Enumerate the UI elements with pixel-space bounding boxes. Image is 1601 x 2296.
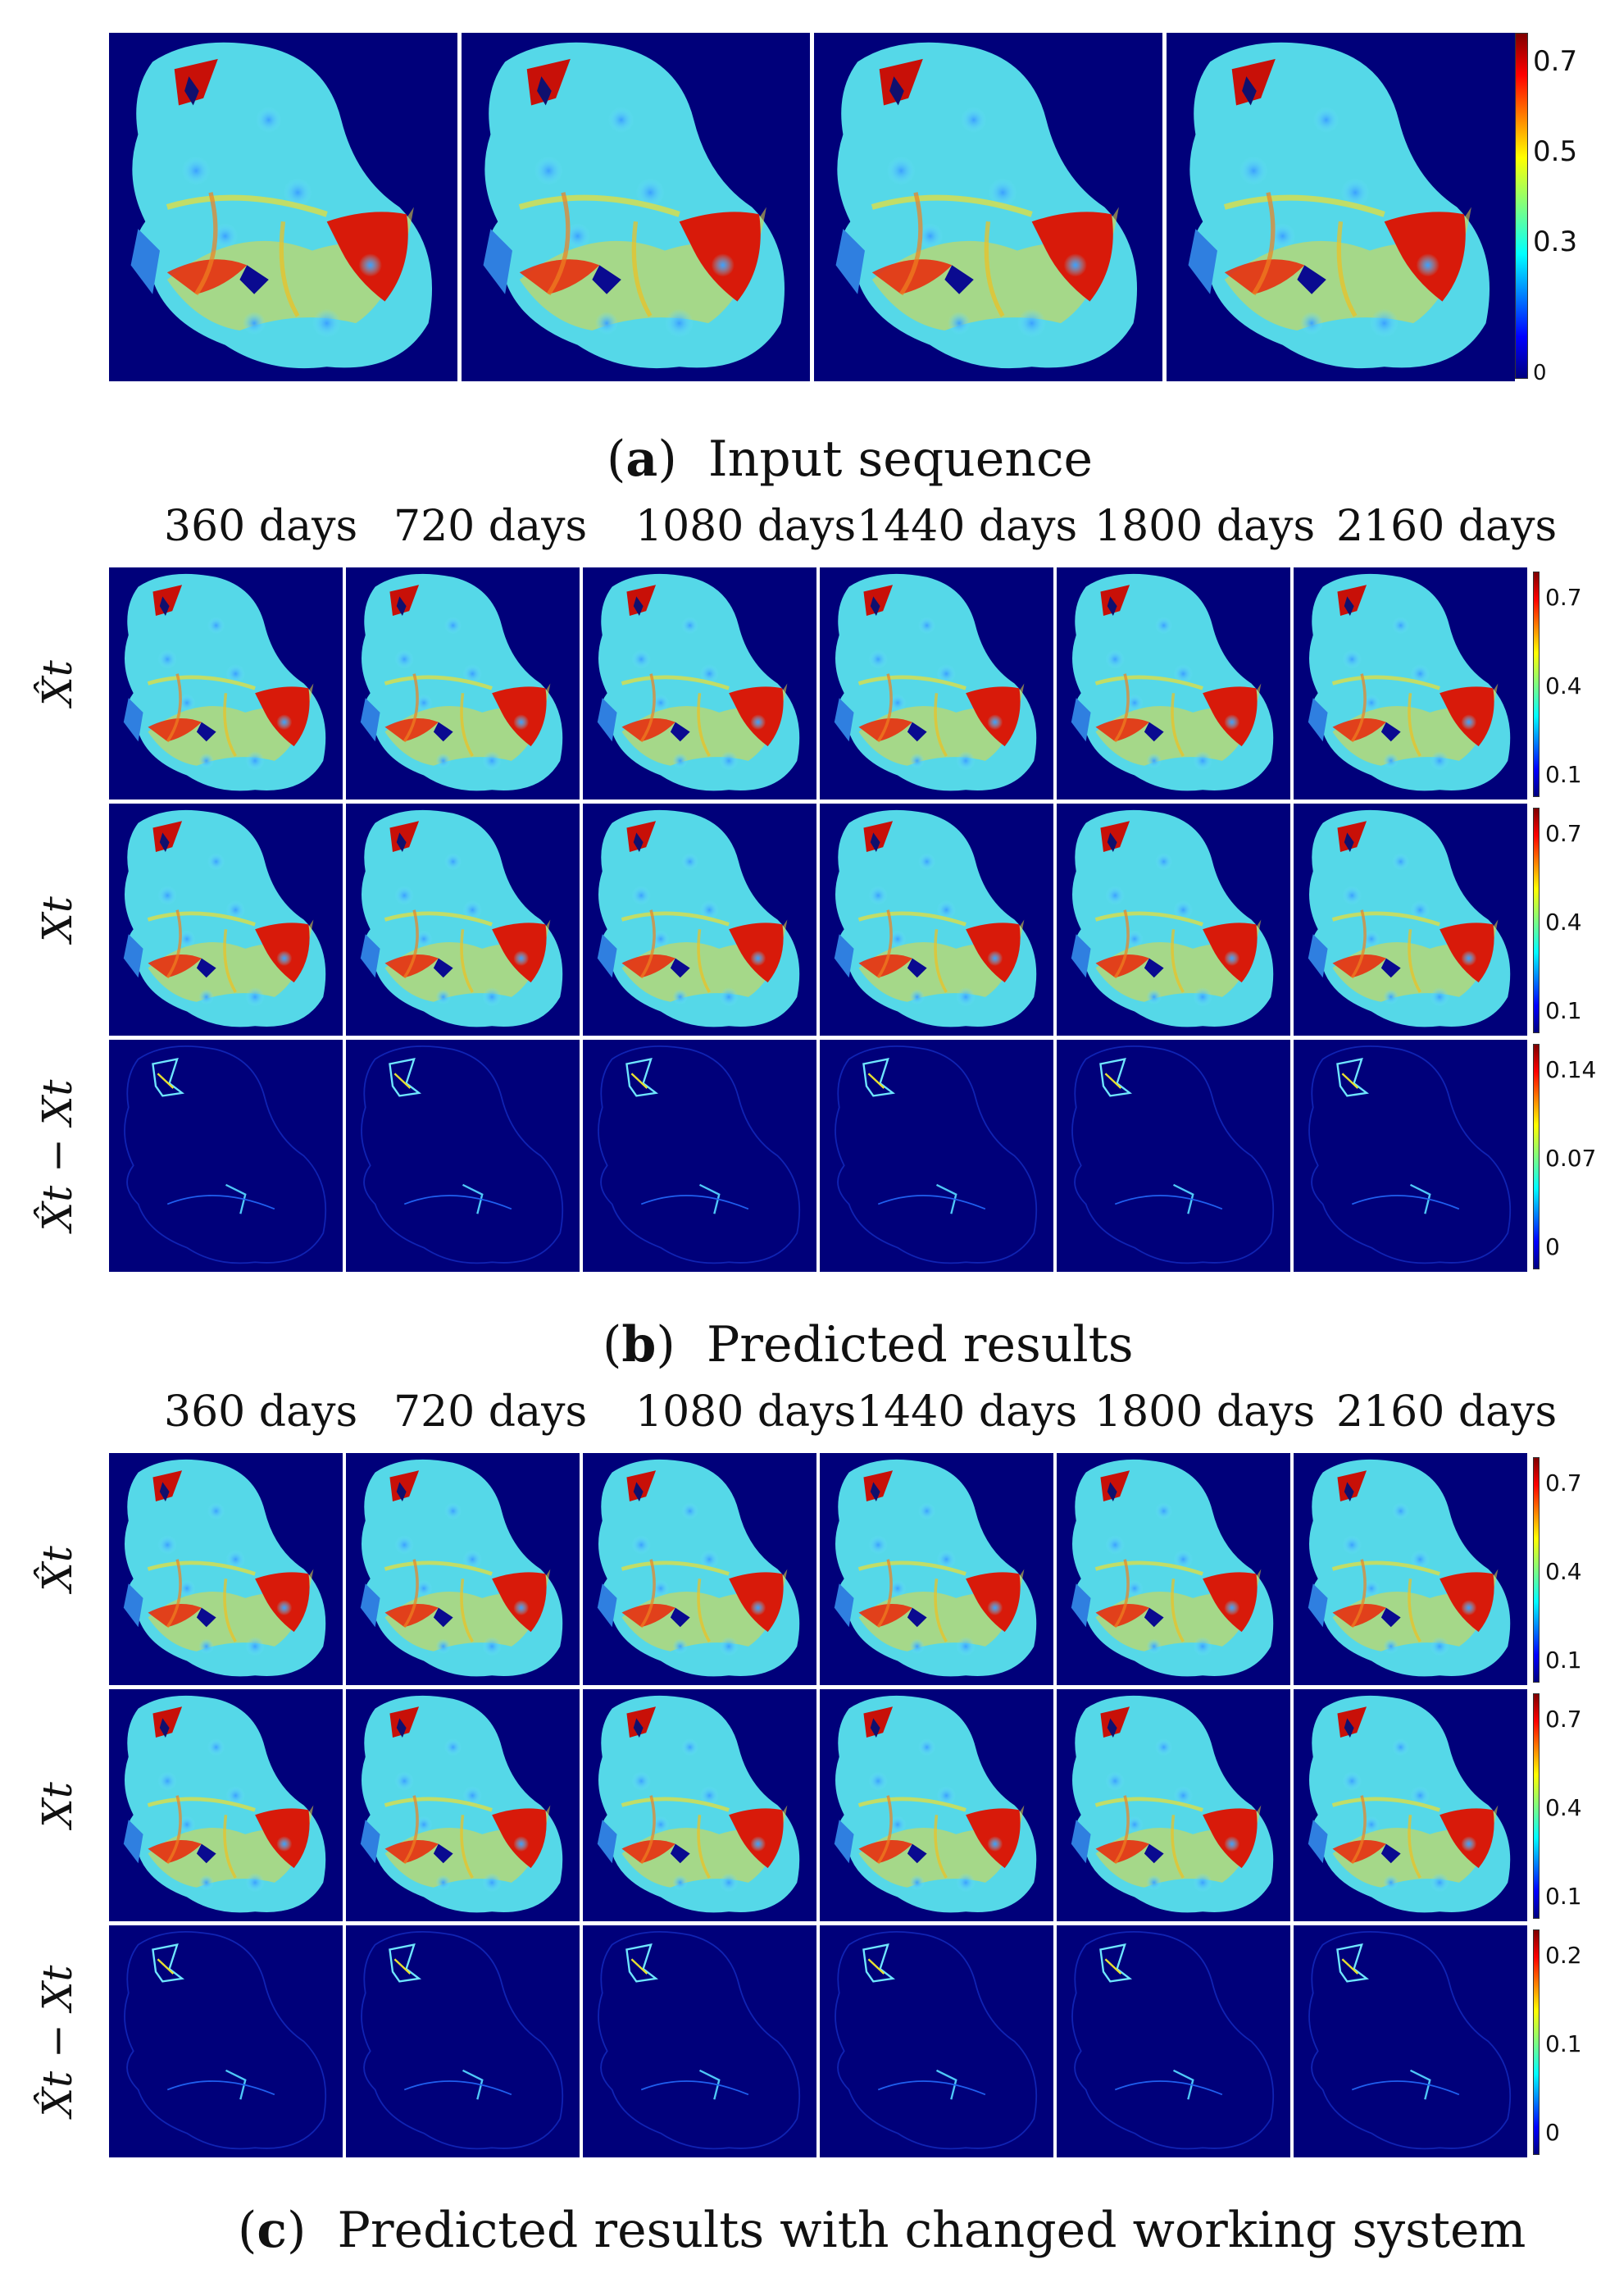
section_c-row-label: X̂t [34,1545,81,1592]
section_c-column-title: 1080 days [635,1387,857,1437]
section_c-column-title: 1800 days [1094,1387,1316,1437]
section_c-colorbar-tick: 0.1 [1545,1647,1582,1674]
section_b-colorbar [1533,808,1540,1033]
section_c-panel [1057,1689,1290,1921]
section_c-column-title: 2160 days [1336,1387,1558,1437]
caption-a: (a) Input sequence [607,430,1094,488]
section_c-row-label: Xt [34,1781,81,1828]
section_c-panel [109,1925,343,2157]
colorbar-a [1515,33,1528,379]
section_b-colorbar-tick: 0.7 [1545,584,1582,611]
section_c-colorbar-tick: 0.7 [1545,1469,1582,1496]
section_c-colorbar [1533,1457,1540,1683]
section_b-row-label: X̂t [34,659,81,706]
input-panel-4 [1167,33,1515,381]
section_c-colorbar-tick: 0.4 [1545,1794,1582,1821]
section_b-colorbar-tick: 0.07 [1545,1145,1597,1172]
section_b-column-title: 720 days [393,502,588,551]
section_c-panel [820,1925,1053,2157]
section_b-colorbar [1533,1044,1540,1269]
section_b-colorbar-tick: 0.1 [1545,761,1582,788]
section_b-panel [346,1040,580,1272]
section_b-panel [109,1040,343,1272]
section_c-panel [820,1453,1053,1685]
section_c-panel [583,1925,816,2157]
section_c-colorbar-tick: 0.7 [1545,1706,1582,1733]
section_b-colorbar-tick: 0.14 [1545,1056,1597,1083]
section_c-column-title: 1440 days [857,1387,1078,1437]
section_c-panel [346,1689,580,1921]
section_b-panel [820,1040,1053,1272]
section_b-column-title: 2160 days [1336,502,1558,551]
colorbar-a-tick-1: 0.7 [1533,45,1578,78]
section_c-panel [1057,1453,1290,1685]
section_c-panel [1294,1689,1527,1921]
section_c-panel [346,1453,580,1685]
section_b-colorbar-tick: 0.4 [1545,909,1582,936]
section_b-panel [820,804,1053,1036]
section_c-colorbar-tick: 0.1 [1545,1883,1582,1910]
section_c-panel [346,1925,580,2157]
section_b-column-title: 360 days [164,502,358,551]
colorbar-a-tick-3: 0.3 [1533,226,1578,258]
section_b-colorbar [1533,572,1540,797]
section_b-panel [346,567,580,800]
section_c-column-title: 720 days [393,1387,588,1437]
section_b-panel [583,567,816,800]
input-panel-3 [814,33,1162,381]
input-panel-2 [462,33,810,381]
section_b-column-title: 1440 days [857,502,1078,551]
section_c-panel [1057,1925,1290,2157]
section_b-row-label: Xt [34,895,81,942]
section_b-panel [1294,567,1527,800]
section_c-panel [1294,1453,1527,1685]
section_c-panel [583,1453,816,1685]
section_c-colorbar-tick: 0.2 [1545,1942,1582,1969]
section_b-colorbar-tick: 0.7 [1545,820,1582,847]
section_c-column-title: 360 days [164,1387,358,1437]
section_c-panel [109,1453,343,1685]
section_c-panel [820,1689,1053,1921]
section_c-row-label: X̂t − Xt [34,1964,81,2117]
section_c-colorbar-tick: 0.4 [1545,1558,1582,1585]
section_b-panel [109,567,343,800]
section_b-panel [583,804,816,1036]
section_b-colorbar-tick: 0.1 [1545,997,1582,1024]
section_b-colorbar-tick: 0.4 [1545,672,1582,699]
section_b-colorbar-tick: 0 [1545,1233,1560,1260]
section_b-panel [109,804,343,1036]
section_c-colorbar [1533,1693,1540,1919]
section_c-panel [109,1689,343,1921]
section_b-panel [820,567,1053,800]
colorbar-a-tick-4: 0 [1533,361,1547,385]
section_b-column-title: 1800 days [1094,502,1316,551]
caption-c: (c) Predicted results with changed worki… [238,2202,1526,2259]
section_b-panel [583,1040,816,1272]
section_c-panel [583,1689,816,1921]
caption-b: (b) Predicted results [603,1316,1134,1374]
section_c-panel [1294,1925,1527,2157]
section_c-colorbar [1533,1929,1540,2155]
section_b-panel [346,804,580,1036]
section_c-colorbar-tick: 0 [1545,2119,1560,2146]
colorbar-a-tick-2: 0.5 [1533,135,1578,168]
section_b-panel [1057,567,1290,800]
section_b-panel [1057,1040,1290,1272]
section_b-panel [1057,804,1290,1036]
section_c-colorbar-tick: 0.1 [1545,2030,1582,2057]
input-panel-1 [109,33,457,381]
section_b-row-label: X̂t − Xt [34,1078,81,1232]
section_b-panel [1294,804,1527,1036]
section_b-column-title: 1080 days [635,502,857,551]
section_b-panel [1294,1040,1527,1272]
